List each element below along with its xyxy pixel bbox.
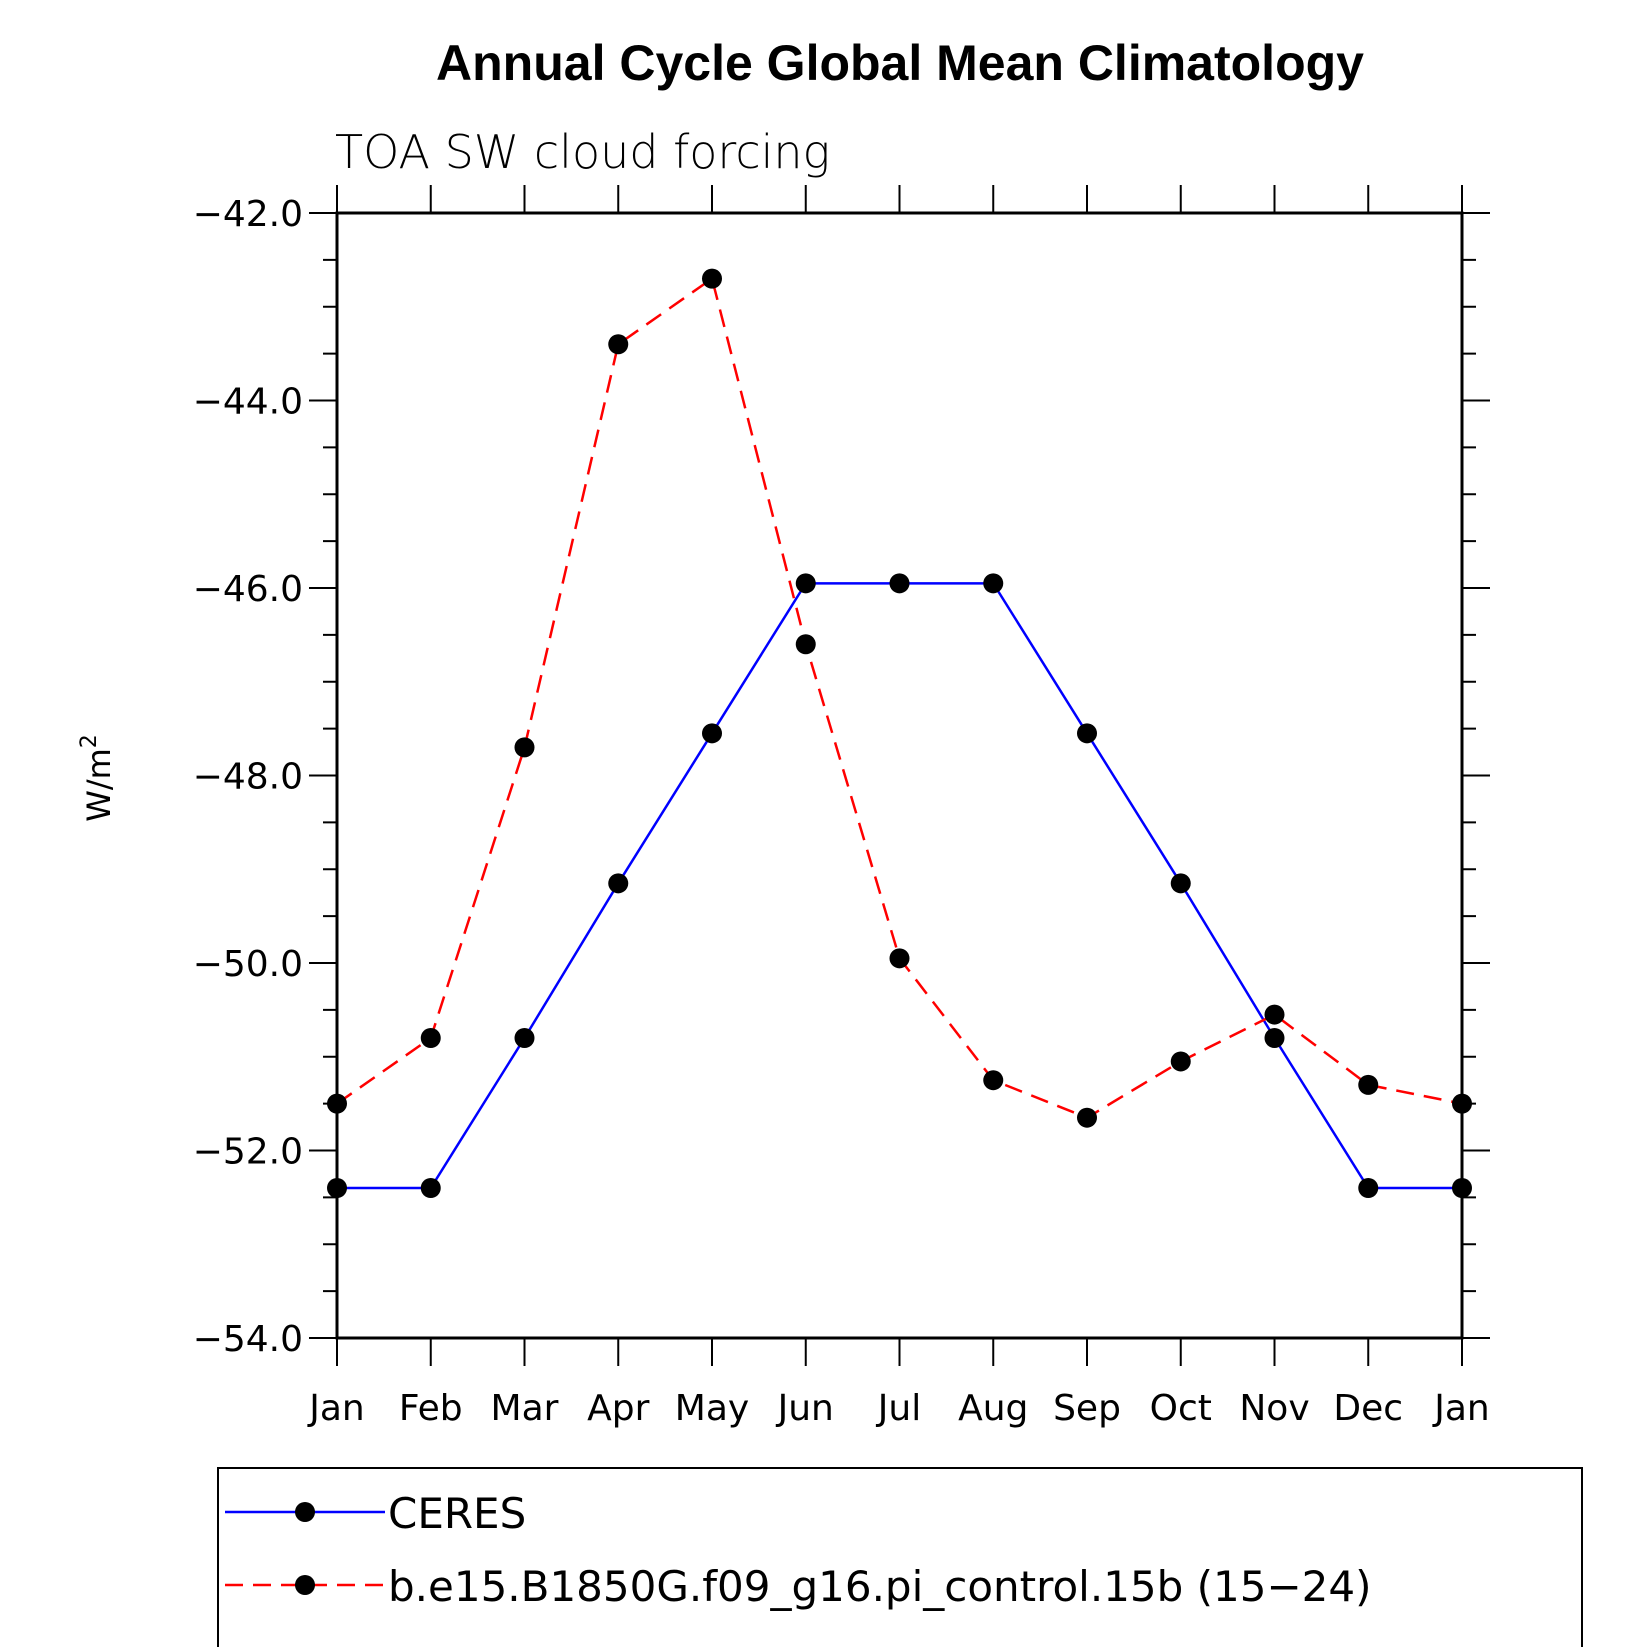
x-tick-label: Jun xyxy=(776,1388,834,1429)
data-point-series-0 xyxy=(1077,723,1097,744)
data-point-series-1 xyxy=(1077,1107,1097,1128)
data-point-series-1 xyxy=(1452,1093,1472,1114)
legend-box xyxy=(217,1467,1583,1647)
y-axis-ticks: −42.0 −44.0 −46.0 −48.0 −50.0 −52.0 −54.0 xyxy=(193,194,1490,1360)
data-point-series-0 xyxy=(327,1178,347,1198)
data-point-series-0 xyxy=(1170,873,1191,894)
series-markers xyxy=(327,268,1472,1198)
chart-subtitle: TOA SW cloud forcing xyxy=(335,125,830,179)
data-point-series-0 xyxy=(795,573,816,594)
y-tick-label: −44.0 xyxy=(193,382,303,423)
y-tick-label: −52.0 xyxy=(193,1132,303,1173)
chart-title: Annual Cycle Global Mean Climatology xyxy=(436,35,1364,91)
x-axis-ticks: Jan Feb Mar Apr May Jun Jul Aug Sep Oct Nov Dec Jan xyxy=(307,185,1490,1429)
y-tick-label: −48.0 xyxy=(193,757,303,798)
y-tick-label: −46.0 xyxy=(193,569,303,610)
data-point-series-1 xyxy=(514,737,535,758)
data-point-series-0 xyxy=(889,573,910,594)
data-point-series-0 xyxy=(608,873,629,894)
legend-label-model: b.e15.B1850G.f09_g16.pi_control.15b (15−… xyxy=(388,1562,1372,1611)
x-tick-label: Nov xyxy=(1239,1388,1309,1429)
legend-marker-ceres xyxy=(295,1502,315,1522)
y-tick-label: −42.0 xyxy=(193,194,303,235)
data-point-series-0 xyxy=(702,723,722,744)
data-point-series-0 xyxy=(420,1178,441,1198)
series-line-0 xyxy=(337,582,1462,1190)
data-point-series-1 xyxy=(702,268,722,289)
plot-frame xyxy=(335,211,1464,1340)
x-tick-label: Sep xyxy=(1053,1388,1121,1429)
data-point-series-1 xyxy=(795,634,816,655)
data-point-series-1 xyxy=(983,1070,1004,1091)
data-point-series-0 xyxy=(1264,1028,1285,1048)
x-tick-label: Dec xyxy=(1333,1388,1403,1429)
data-point-series-0 xyxy=(1452,1178,1472,1198)
data-point-series-0 xyxy=(983,573,1004,594)
x-tick-label: Jul xyxy=(876,1388,921,1429)
data-point-series-1 xyxy=(889,948,910,969)
data-point-series-1 xyxy=(608,334,629,355)
x-tick-label: Feb xyxy=(399,1388,463,1429)
data-point-series-1 xyxy=(1170,1051,1191,1072)
x-tick-label: May xyxy=(675,1388,749,1429)
series-lines xyxy=(336,276,1463,1190)
data-point-series-1 xyxy=(1358,1074,1379,1095)
series-line-1 xyxy=(336,276,1463,1120)
data-point-series-1 xyxy=(1264,1004,1285,1025)
legend-label-ceres: CERES xyxy=(388,1489,526,1538)
legend: CERES b.e15.B1850G.f09_g16.pi_control.15… xyxy=(217,1467,1583,1647)
x-tick-label: Jan xyxy=(307,1388,365,1429)
y-axis-label-sup: 2 xyxy=(77,734,102,748)
legend-marker-model xyxy=(295,1575,315,1595)
data-point-series-1 xyxy=(327,1093,347,1114)
x-tick-label: Jan xyxy=(1432,1388,1490,1429)
y-tick-label: −54.0 xyxy=(193,1319,303,1360)
data-point-series-1 xyxy=(420,1028,441,1048)
y-tick-label: −50.0 xyxy=(193,944,303,985)
x-tick-label: Apr xyxy=(587,1388,649,1429)
y-axis-label-base: W/m xyxy=(80,748,118,822)
svg-text:W/m2: W/m2 xyxy=(77,734,118,822)
y-axis-label: W/m2 xyxy=(77,734,118,822)
data-point-series-0 xyxy=(1358,1178,1379,1198)
data-point-series-0 xyxy=(514,1028,535,1048)
x-tick-label: Oct xyxy=(1150,1388,1212,1429)
x-tick-label: Aug xyxy=(958,1388,1028,1429)
x-tick-label: Mar xyxy=(491,1388,559,1429)
